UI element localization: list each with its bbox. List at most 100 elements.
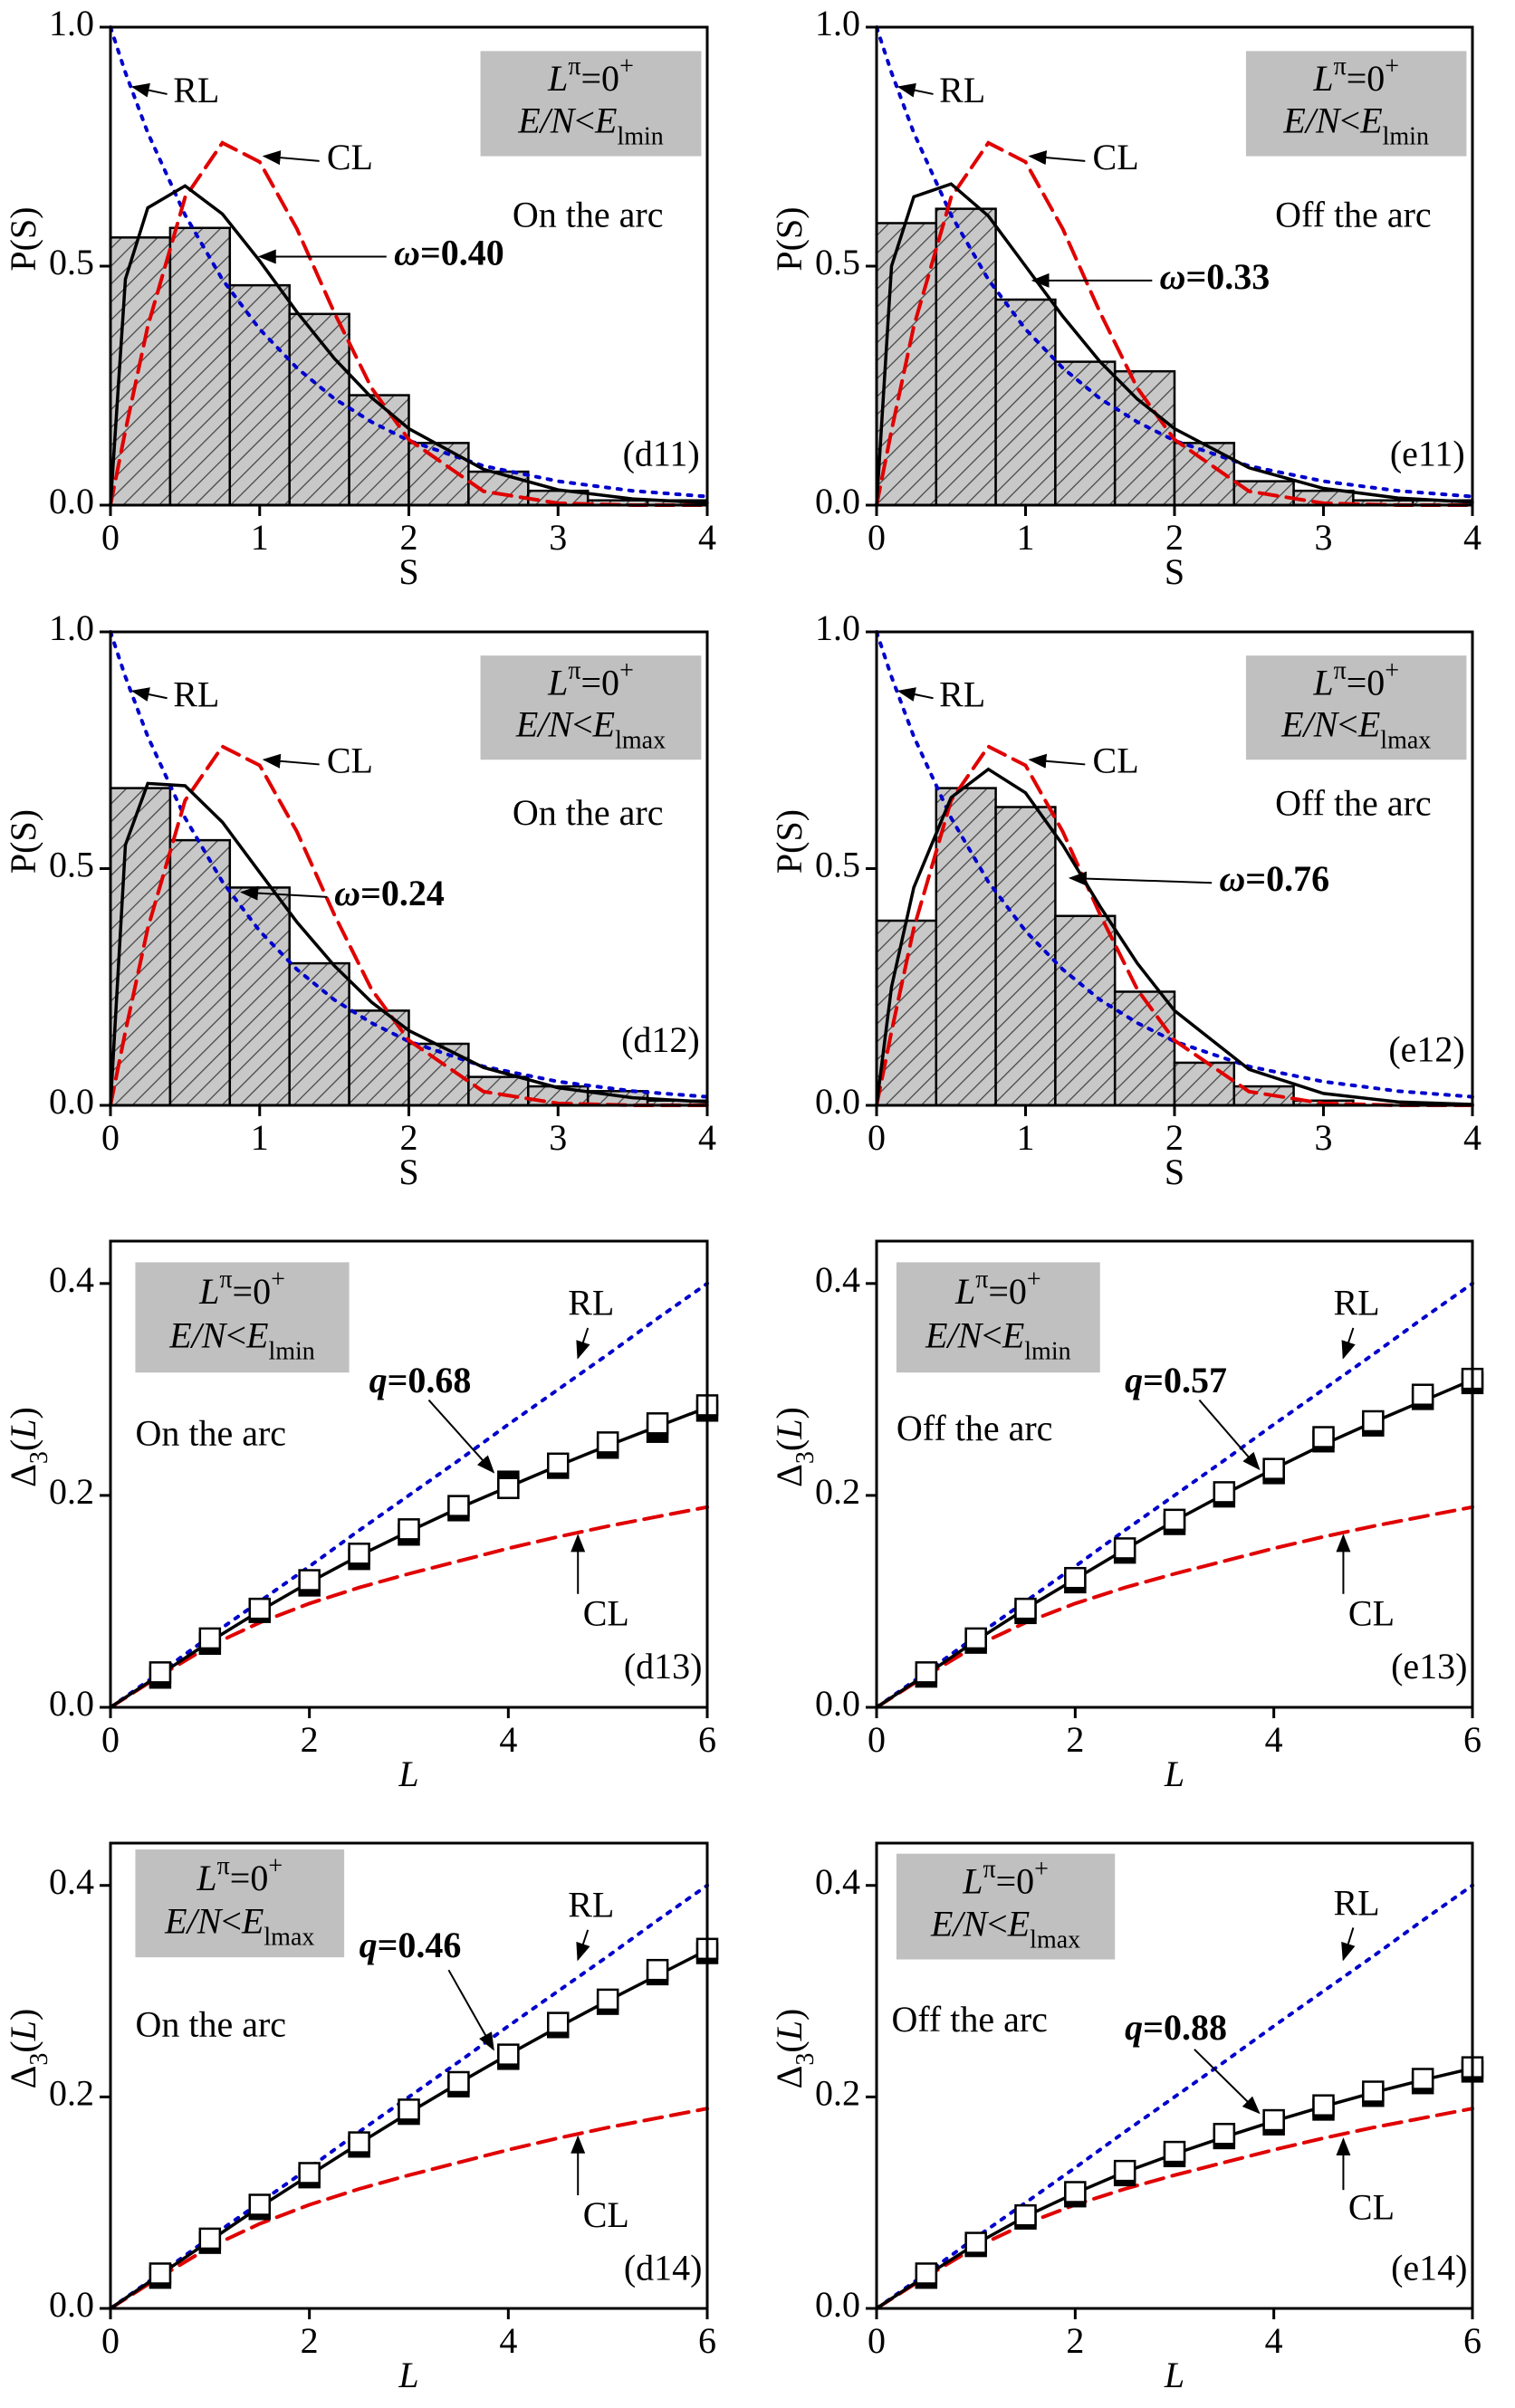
fit-label: ω=0.33 <box>1160 256 1270 297</box>
inset-text-part: + <box>271 1266 285 1294</box>
x-tick-label: 4 <box>1265 2320 1283 2361</box>
inset-text: Lπ=0+ <box>1312 657 1399 703</box>
inset-box <box>896 1853 1116 1960</box>
inset-text-part: lmax <box>264 1923 314 1951</box>
y-tick-label: 0.0 <box>815 481 860 521</box>
inset-text-part: L <box>196 1858 216 1898</box>
inset-text-part: + <box>1034 1856 1049 1884</box>
fit-label: q=0.46 <box>360 1925 462 1965</box>
inset-text-part: L <box>962 1861 983 1902</box>
inset-text-part: E/N <box>515 704 575 745</box>
y-tick-label: 0.4 <box>815 1259 860 1300</box>
arc-label: On the arc <box>135 2004 286 2045</box>
panel-label: (d11) <box>623 433 700 473</box>
open-square <box>915 2262 938 2285</box>
panel-label: (e12) <box>1388 1029 1464 1070</box>
x-axis-label-part: L <box>1164 2355 1184 2395</box>
inset-text-part: lmax <box>1030 1925 1080 1954</box>
open-square <box>646 1412 669 1435</box>
x-tick-label: 2 <box>301 2320 319 2361</box>
x-axis-label: L <box>1164 2355 1184 2395</box>
x-tick-label: 0 <box>101 1117 120 1158</box>
open-square <box>447 1495 470 1517</box>
open-square <box>1362 1409 1385 1433</box>
inset-text: E/N<Elmax <box>164 1901 314 1952</box>
y-axis-label-part: ) <box>769 2009 810 2021</box>
x-tick-label: 4 <box>698 1117 716 1158</box>
y-tick-label: 0.5 <box>815 845 860 885</box>
inset-text: Lπ=0+ <box>198 1266 285 1312</box>
inset-text-part: E <box>1002 1315 1024 1356</box>
inset-text-part: =0 <box>1347 663 1386 703</box>
y-tick-label: 0.4 <box>49 1861 94 1902</box>
open-square <box>547 2011 570 2034</box>
inset-text-part: E <box>245 1315 268 1356</box>
histogram-bar <box>994 806 1057 1107</box>
y-axis-label-part: L <box>3 2021 43 2041</box>
y-tick-label: 0.0 <box>49 1081 94 1122</box>
inset-text-part: =0 <box>988 1271 1027 1312</box>
y-tick-label: 0.0 <box>815 2284 860 2325</box>
inset-box <box>135 1849 345 1958</box>
inset-text-part: π <box>983 1856 995 1884</box>
inset-text-part: < <box>221 1901 242 1942</box>
y-tick-label: 0.2 <box>815 2073 860 2114</box>
inset-text: Lπ=0+ <box>962 1856 1049 1902</box>
fit-label-part: =0.88 <box>1143 2007 1227 2048</box>
x-tick-label: 0 <box>101 517 120 558</box>
histogram-bar <box>288 312 350 507</box>
x-tick-label: 2 <box>1165 517 1184 558</box>
open-square <box>964 2231 987 2254</box>
fit-curve <box>109 184 709 507</box>
inset-box <box>480 655 702 760</box>
inset-text-part: < <box>1340 100 1361 141</box>
x-tick-label: 0 <box>101 1719 120 1760</box>
open-square <box>447 2070 470 2094</box>
x-tick-label: 1 <box>251 1117 269 1158</box>
x-tick-label: 3 <box>1315 517 1333 558</box>
inset-text: Lπ=0+ <box>547 53 634 99</box>
x-tick-label: 0 <box>868 517 886 558</box>
open-square <box>149 1661 172 1684</box>
inset-box <box>1245 51 1467 157</box>
y-axis-label: Δ3(L) <box>3 2009 53 2089</box>
x-tick-label: 0 <box>868 1719 886 1760</box>
open-square <box>1014 2203 1037 2227</box>
x-tick-label: 2 <box>301 1719 319 1760</box>
rl-label: RL <box>173 674 219 714</box>
open-square <box>248 2193 271 2216</box>
annotation-arrow <box>1341 1327 1356 1360</box>
y-tick-label: 0.5 <box>815 242 860 282</box>
cl-label: CL <box>1348 2187 1395 2228</box>
x-axis-label: S <box>398 551 418 592</box>
arc-label: Off the arc <box>897 1408 1053 1448</box>
inset-box <box>480 51 702 157</box>
y-tick-label: 0.4 <box>49 1259 94 1300</box>
inset-text-part: =0 <box>233 1271 272 1312</box>
inset-text: E/N<Elmin <box>168 1315 315 1366</box>
inset-text-part: π <box>568 53 580 81</box>
y-tick-label: 0.0 <box>815 1683 860 1724</box>
y-axis-label: Δ3(L) <box>3 1407 53 1487</box>
fit-label: ω=0.24 <box>334 873 445 913</box>
inset-text-part: π <box>568 657 580 685</box>
inset-text-part: + <box>1385 53 1399 81</box>
histogram-bar <box>228 886 291 1107</box>
open-square <box>915 1661 938 1684</box>
arc-label: On the arc <box>513 792 664 833</box>
histogram-bar <box>1054 360 1117 507</box>
plot-frame <box>875 1841 1474 2310</box>
inset-text-part: < <box>572 704 593 745</box>
inset-text-part: π <box>217 1852 230 1880</box>
y-tick-label: 1.0 <box>49 3 94 43</box>
open-square <box>497 1476 520 1499</box>
open-square <box>1064 2181 1087 2203</box>
fit-label-part: q <box>1125 1360 1143 1400</box>
inset-text-part: + <box>619 53 634 81</box>
inset-text-part: L <box>547 663 568 703</box>
plot-frame <box>109 1239 709 1709</box>
rl-label: RL <box>1333 1283 1379 1323</box>
inset-box <box>1245 655 1467 760</box>
inset-text-part: < <box>987 1904 1008 1945</box>
annotation-arrow <box>576 1327 590 1360</box>
